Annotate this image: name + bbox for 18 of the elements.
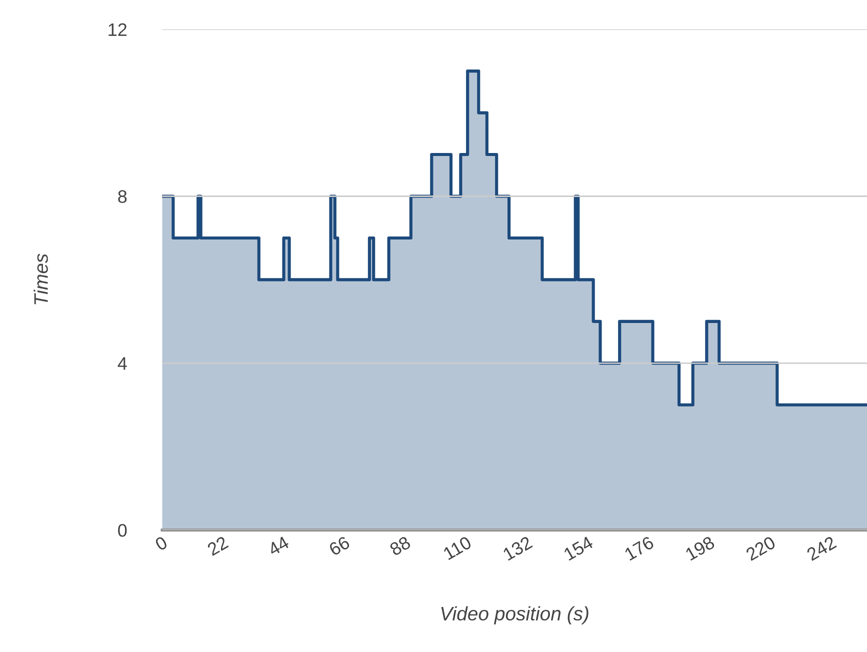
x-axis-title: Video position (s) [441, 606, 588, 624]
x-tick-label: 44 [267, 536, 290, 556]
x-tick-label: 110 [442, 536, 472, 560]
x-tick-label: 154 [563, 536, 594, 561]
x-tick-label: 198 [684, 536, 716, 561]
y-axis-title: Times [34, 254, 48, 304]
x-tick-label: 22 [206, 536, 229, 556]
x-tick-label: 220 [745, 536, 776, 562]
x-tick-label: 242 [806, 536, 837, 561]
y-tick-label: 12 [108, 23, 126, 36]
x-tick-label: 176 [624, 536, 655, 561]
y-tick-label: 8 [118, 190, 127, 203]
y-tick-label: 0 [118, 524, 127, 537]
x-tick-label: 132 [502, 536, 533, 561]
x-tick-label: 0 [154, 536, 168, 552]
y-tick-label: 4 [118, 357, 127, 370]
x-tick-label: 66 [328, 536, 351, 556]
x-tick-label: 88 [388, 536, 412, 556]
